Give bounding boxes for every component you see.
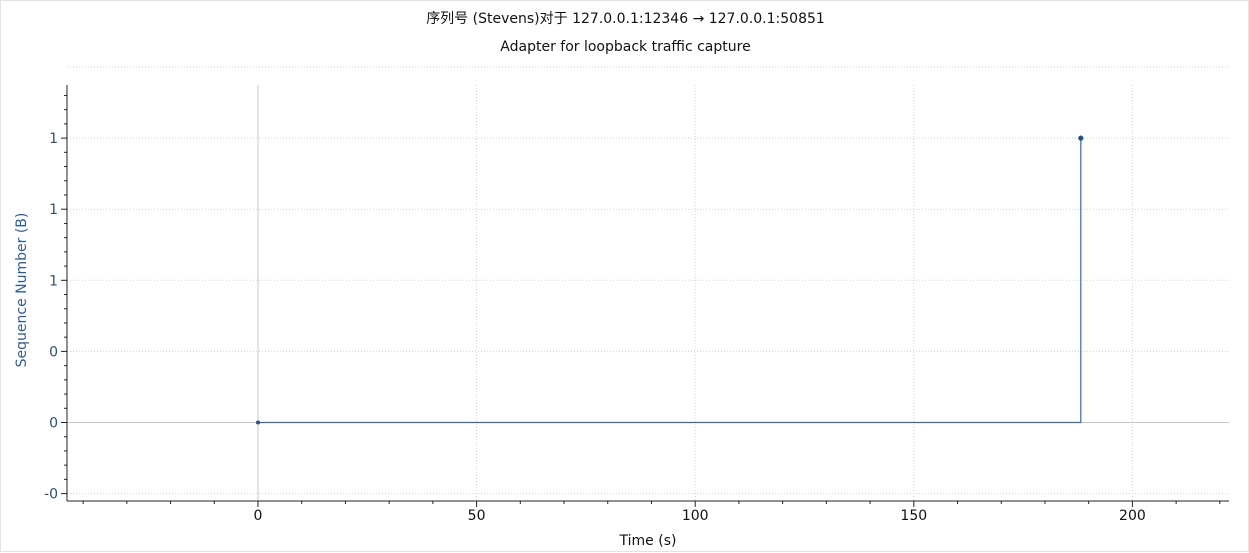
chart-title: 序列号 (Stevens)对于 127.0.0.1:12346 → 127.0.… [426, 11, 825, 27]
x-tick-label: 100 [682, 508, 709, 524]
zero-lines [67, 85, 1229, 501]
axes-layer [66, 85, 1229, 502]
labels-layer: Sequence Number (B) Time (s) [14, 213, 676, 549]
chart-subtitle: Adapter for loopback traffic capture [500, 39, 751, 55]
x-axis-label: Time (s) [619, 533, 677, 549]
series-layer [256, 135, 1084, 425]
data-point-marker [256, 420, 260, 425]
series-line [258, 138, 1082, 424]
y-tick-label: 0 [49, 344, 58, 360]
ticks-layer: 0 50 100 150 200 -0 0 0 1 1 1 [44, 94, 1221, 524]
data-point-marker [1078, 135, 1084, 141]
x-tick-label: 0 [254, 508, 263, 524]
y-tick-label: 1 [49, 131, 58, 147]
y-tick-label: 1 [49, 202, 58, 218]
grid-layer [67, 66, 1229, 501]
x-tick-label: 200 [1119, 508, 1146, 524]
y-axis-label: Sequence Number (B) [14, 213, 30, 368]
x-tick-label: 150 [900, 508, 927, 524]
y-tick-label: 0 [49, 416, 58, 432]
y-tick-label: 1 [49, 273, 58, 289]
y-tick-label: -0 [44, 487, 58, 503]
x-tick-label: 50 [468, 508, 486, 524]
